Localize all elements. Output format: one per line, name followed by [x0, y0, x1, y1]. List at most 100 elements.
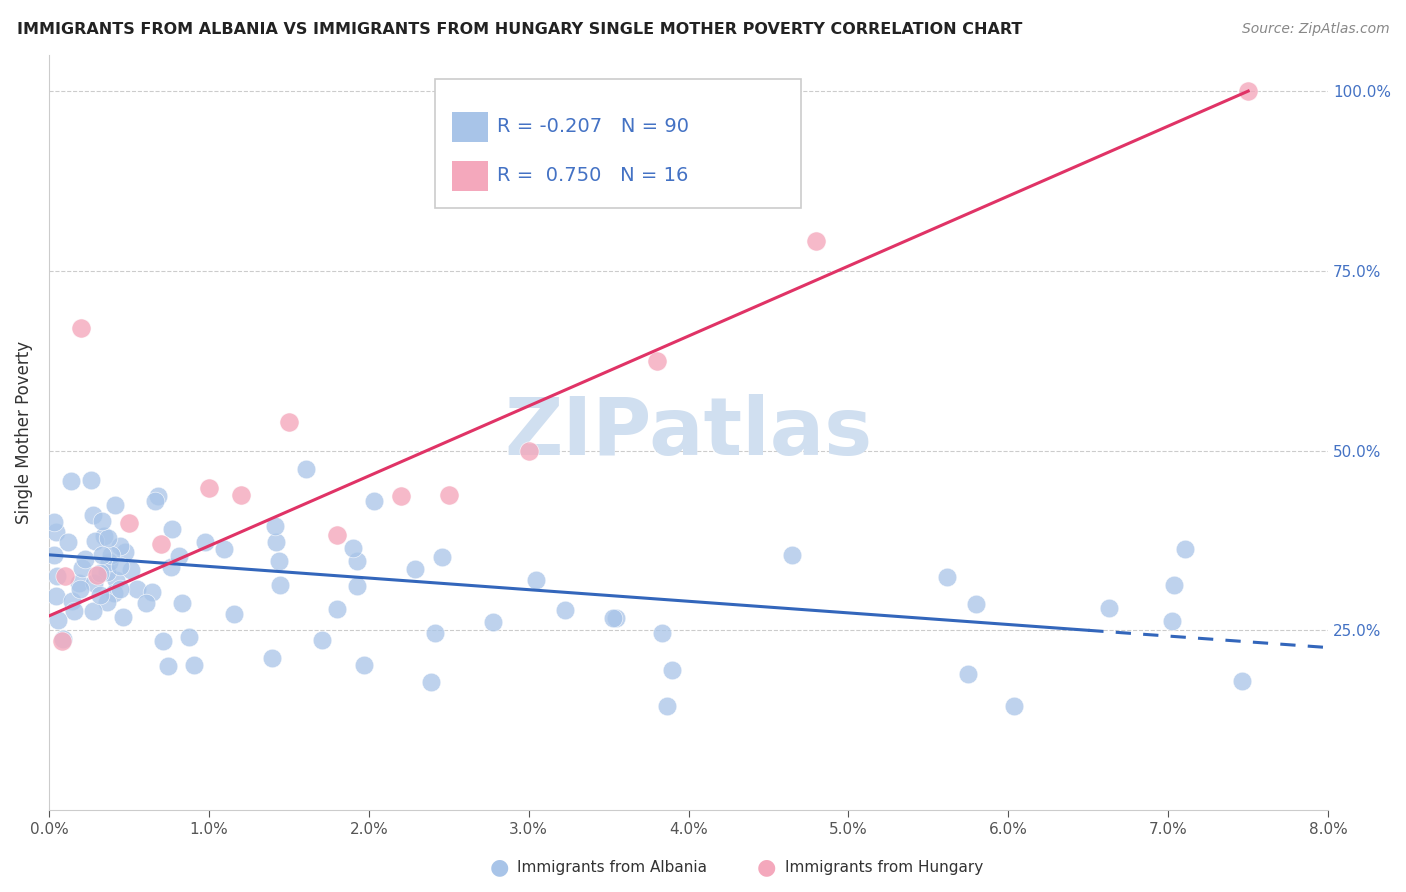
Point	[104, 573, 127, 587]
Point	[42, 515, 65, 529]
Point	[146, 489, 169, 503]
Point	[103, 586, 125, 600]
Point	[89, 566, 111, 580]
Point	[224, 607, 246, 621]
Point	[651, 626, 673, 640]
Point	[645, 353, 668, 368]
Point	[1237, 84, 1260, 98]
Point	[80, 474, 103, 488]
Text: Source: ZipAtlas.com: Source: ZipAtlas.com	[1241, 22, 1389, 37]
Point	[56, 535, 79, 549]
Point	[162, 522, 184, 536]
Point	[114, 545, 136, 559]
Point	[657, 698, 679, 713]
Point	[420, 674, 443, 689]
Point	[806, 234, 828, 248]
Point	[143, 494, 166, 508]
Point	[125, 582, 148, 596]
Point	[110, 559, 132, 574]
Point	[554, 603, 576, 617]
Point	[63, 604, 86, 618]
Point	[51, 634, 73, 648]
Point	[1160, 614, 1182, 628]
Point	[260, 651, 283, 665]
Point	[141, 585, 163, 599]
Point	[167, 549, 190, 563]
Point	[363, 494, 385, 508]
Point	[86, 568, 108, 582]
Point	[89, 588, 111, 602]
Point	[346, 579, 368, 593]
Point	[83, 576, 105, 591]
Point	[425, 626, 447, 640]
Point	[91, 548, 114, 562]
Point	[404, 562, 426, 576]
Text: ZIPatlas: ZIPatlas	[505, 393, 873, 472]
Point	[605, 610, 627, 624]
Point	[482, 615, 505, 630]
Point	[526, 573, 548, 587]
Point	[965, 597, 987, 611]
Point	[112, 610, 135, 624]
Point	[96, 566, 118, 580]
Point	[1163, 578, 1185, 592]
Point	[212, 541, 235, 556]
Point	[59, 474, 82, 488]
Point	[45, 589, 67, 603]
Point	[956, 667, 979, 681]
Point	[430, 549, 453, 564]
Point	[277, 415, 299, 429]
Point	[1002, 699, 1025, 714]
Point	[263, 519, 285, 533]
Point	[82, 604, 104, 618]
Point	[70, 561, 93, 575]
Point	[311, 633, 333, 648]
Point	[75, 552, 97, 566]
Point	[104, 498, 127, 512]
Point	[46, 614, 69, 628]
Point	[346, 554, 368, 568]
Point	[1174, 541, 1197, 556]
Point	[264, 534, 287, 549]
Point	[82, 508, 104, 523]
Point	[118, 516, 141, 530]
Point	[108, 539, 131, 553]
Point	[100, 548, 122, 562]
Text: IMMIGRANTS FROM ALBANIA VS IMMIGRANTS FROM HUNGARY SINGLE MOTHER POVERTY CORRELA: IMMIGRANTS FROM ALBANIA VS IMMIGRANTS FR…	[17, 22, 1022, 37]
Point	[53, 569, 76, 583]
Point	[93, 529, 115, 543]
Point	[44, 524, 66, 539]
Point	[67, 575, 90, 590]
Point	[97, 531, 120, 545]
Point	[70, 321, 93, 335]
FancyBboxPatch shape	[436, 79, 801, 209]
Point	[325, 601, 347, 615]
Text: R =  0.750   N = 16: R = 0.750 N = 16	[496, 167, 688, 186]
Text: Immigrants from Hungary: Immigrants from Hungary	[785, 860, 983, 874]
Point	[661, 663, 683, 677]
Point	[780, 548, 803, 562]
Point	[517, 443, 540, 458]
Point	[1230, 674, 1253, 689]
Point	[294, 462, 316, 476]
Point	[90, 514, 112, 528]
Point	[134, 596, 156, 610]
Point	[108, 582, 131, 596]
Point	[172, 596, 194, 610]
Point	[183, 657, 205, 672]
Bar	[451, 112, 488, 142]
Text: R = -0.207   N = 90: R = -0.207 N = 90	[496, 118, 689, 136]
Point	[389, 489, 412, 503]
Point	[120, 563, 142, 577]
Point	[45, 569, 67, 583]
Point	[326, 528, 349, 542]
Point	[342, 541, 364, 555]
Point	[353, 658, 375, 673]
Point	[602, 611, 624, 625]
Point	[269, 578, 291, 592]
Point	[936, 570, 959, 584]
Point	[96, 595, 118, 609]
Point	[52, 632, 75, 647]
Point	[149, 537, 172, 551]
Text: ●: ●	[756, 857, 776, 877]
